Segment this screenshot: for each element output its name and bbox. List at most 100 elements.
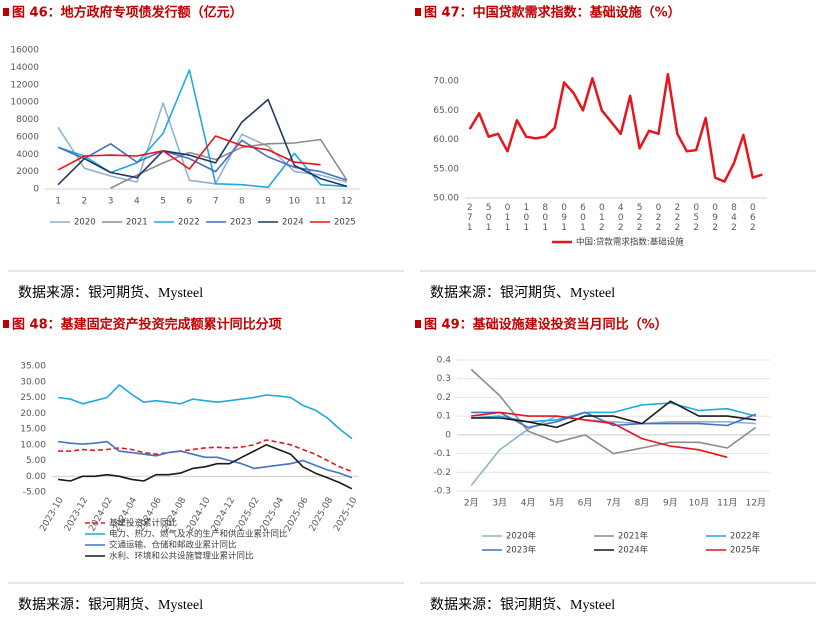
x-tick-label: 5 <box>160 197 166 207</box>
x-tick-label: 8 <box>239 197 245 207</box>
series-line <box>57 440 353 479</box>
x-tick-label: 10 <box>289 197 301 207</box>
y-tick-label: 10000 <box>10 98 39 108</box>
x-tick-label: 3 <box>108 197 114 207</box>
series-line <box>470 415 756 486</box>
y-tick-label: 55.00 <box>433 164 459 174</box>
x-tick-label: 4 <box>134 197 140 207</box>
series-line <box>57 98 348 188</box>
series-line <box>468 72 763 183</box>
legend-label: 2025年 <box>730 545 761 556</box>
x-tick-label: 601 <box>578 203 588 233</box>
y-tick-label: 30.00 <box>20 377 46 387</box>
series-line <box>57 135 321 171</box>
x-tick-label: 092 <box>710 203 720 233</box>
y-tick-label: 0.1 <box>437 412 451 422</box>
legend-label: 2021年 <box>618 531 649 542</box>
series-line <box>57 444 353 490</box>
title-marker <box>415 8 421 16</box>
y-tick-label: 0 <box>33 185 39 195</box>
x-tick-label: 101 <box>521 203 531 233</box>
x-tick-label: 222 <box>672 203 682 233</box>
y-tick-label: -0.2 <box>433 468 451 478</box>
x-tick-label: 12 <box>341 197 352 207</box>
legend-label: 2024年 <box>618 545 649 556</box>
x-tick-label: 11 <box>315 197 326 207</box>
y-tick-label: 0.3 <box>437 374 451 384</box>
series-line <box>57 102 348 185</box>
y-tick-label: 15.00 <box>20 425 46 435</box>
y-tick-label: 5.00 <box>26 456 46 466</box>
y-tick-label: 2000 <box>16 167 39 177</box>
legend-label: 2023年 <box>506 545 537 556</box>
x-tick-label: 4月 <box>521 498 536 509</box>
x-tick-label: 5月 <box>549 498 564 509</box>
series-line <box>58 439 353 473</box>
y-tick-label: 16000 <box>10 46 39 56</box>
y-tick-label: 65.00 <box>433 106 459 116</box>
series-line <box>57 384 353 440</box>
x-tick-label: 9 <box>265 197 271 207</box>
y-tick-label: 50.00 <box>433 194 459 204</box>
x-tick-label: 501 <box>484 203 494 233</box>
legend-label: 交通运输、仓储和邮政业累计同比 <box>109 540 237 551</box>
y-tick-label: 0.2 <box>437 393 451 403</box>
y-tick-label: 12000 <box>10 80 39 90</box>
x-tick-label: 12月 <box>746 498 766 509</box>
x-tick-label: 2023-12 <box>63 496 90 534</box>
legend-label: 2022 <box>178 218 200 228</box>
x-tick-label: 091 <box>559 203 569 233</box>
x-tick-label: 2025-10 <box>332 496 360 534</box>
x-tick-label: 2 <box>82 197 88 207</box>
x-tick-label: 2023-10 <box>38 496 66 534</box>
legend-label: 中国:贷款需求指数:基础设施 <box>576 237 684 248</box>
legend-label: 2021 <box>126 218 148 228</box>
y-tick-label: 70.00 <box>433 77 459 87</box>
x-tick-label: 012 <box>597 203 607 233</box>
y-tick-label: 10.00 <box>20 440 46 450</box>
series-line <box>110 138 348 189</box>
x-tick-label: 6 <box>187 197 193 207</box>
title-marker <box>3 8 9 16</box>
legend-label: 水利、环境和公共设施管理业累计同比 <box>109 551 254 562</box>
source: 数据来源：银河期货、Mysteel <box>18 284 203 301</box>
y-tick-label: -0.3 <box>433 487 451 497</box>
x-tick-label: 2月 <box>464 498 479 509</box>
panel: 图 46：地方政府专项债发行额（亿元） 数据来源：银河期货、Mysteel 0 200… <box>3 5 404 301</box>
panel: 图 47：中国贷款需求指数：基础设施（%） 数据来源：银河期货、Mysteel 50… <box>415 5 816 301</box>
x-tick-label: 1 <box>55 197 61 207</box>
series-line <box>471 411 728 459</box>
x-tick-label: 9月 <box>663 498 678 509</box>
x-tick-label: 062 <box>748 203 758 233</box>
x-tick-label: 2024-10 <box>185 496 213 534</box>
y-tick-label: 60.00 <box>433 135 459 145</box>
series-line <box>471 411 757 429</box>
source: 数据来源：银河期货、Mysteel <box>18 596 203 613</box>
legend-label: 2023 <box>230 218 252 228</box>
x-tick-label: 10月 <box>689 498 709 509</box>
x-tick-label: 7月 <box>606 498 621 509</box>
x-tick-label: 7 <box>213 197 219 207</box>
x-tick-label: 8月 <box>635 498 650 509</box>
y-tick-label: 4000 <box>16 150 39 160</box>
y-tick-label: 8000 <box>16 115 39 125</box>
legend-label: 2025 <box>334 218 356 228</box>
series-line <box>57 139 348 182</box>
x-tick-label: 2024-12 <box>210 496 237 534</box>
x-tick-label: 842 <box>729 203 739 233</box>
y-tick-label: 0 <box>445 430 451 440</box>
series-line <box>471 400 756 429</box>
y-tick-label: 0.00 <box>26 472 46 482</box>
panel-title: 图 46：地方政府专项债发行额（亿元） <box>12 5 243 21</box>
x-tick-label: 022 <box>653 203 663 233</box>
legend-label: 电力、热力、燃气及水的生产和供应业累计同比 <box>109 529 288 540</box>
y-tick-label: -5.00 <box>23 488 47 498</box>
y-tick-label: 6000 <box>16 132 39 142</box>
panel-title: 图 48：基建固定资产投资完成额累计同比分项 <box>12 317 282 333</box>
source: 数据来源：银河期货、Mysteel <box>430 284 615 301</box>
x-tick-label: 522 <box>635 203 645 233</box>
x-tick-label: 3月 <box>492 498 507 509</box>
x-tick-label: 6月 <box>578 498 593 509</box>
